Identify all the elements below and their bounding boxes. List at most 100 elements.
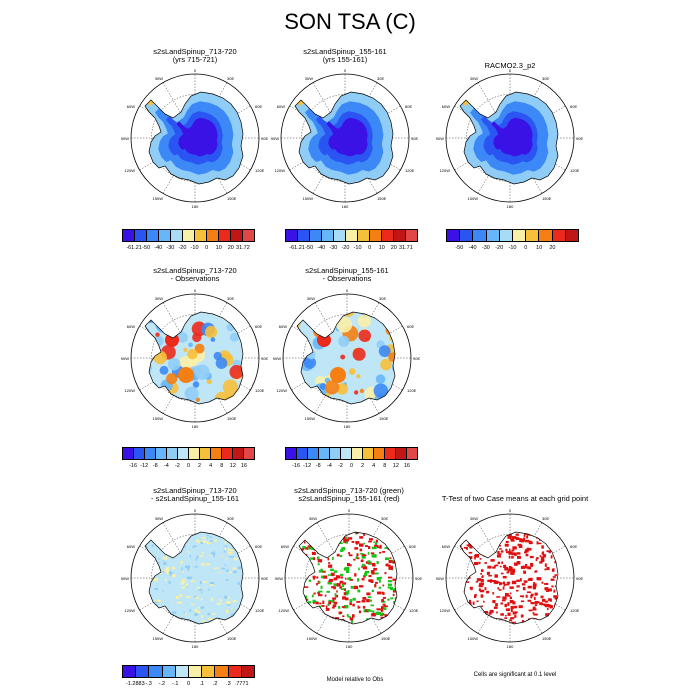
field-cell bbox=[354, 547, 359, 550]
field-cell bbox=[516, 552, 521, 555]
longitude-label: 30E bbox=[227, 296, 234, 301]
field-cell bbox=[296, 628, 298, 631]
field-cell bbox=[399, 578, 402, 580]
field-cell bbox=[310, 557, 314, 560]
field-cell bbox=[223, 622, 228, 624]
field-cell bbox=[327, 619, 332, 622]
field-cell bbox=[209, 542, 212, 545]
field-cell bbox=[476, 625, 479, 628]
field-cell bbox=[509, 619, 513, 622]
field-cell bbox=[561, 606, 563, 608]
field-cell bbox=[456, 585, 460, 588]
field-cell bbox=[481, 569, 484, 572]
field-cell bbox=[485, 529, 489, 531]
longitude-label: 60W bbox=[277, 104, 285, 109]
field-cell bbox=[217, 527, 219, 530]
field-cell bbox=[553, 589, 556, 593]
colorbar-tick-label: .3 bbox=[226, 681, 231, 687]
field-cell bbox=[559, 558, 562, 560]
field-cell bbox=[216, 526, 218, 528]
field-cell bbox=[313, 601, 315, 604]
longitude-label: 150E bbox=[377, 196, 387, 201]
field-cell bbox=[343, 538, 346, 542]
colorbar-swatch bbox=[552, 230, 566, 241]
longitude-label: 150E bbox=[227, 196, 237, 201]
field-cell bbox=[329, 526, 333, 528]
field-cell bbox=[554, 626, 557, 629]
field-blob bbox=[145, 368, 147, 374]
field-cell bbox=[522, 619, 525, 623]
colorbar-swatch bbox=[189, 666, 203, 677]
field-cell bbox=[376, 591, 382, 595]
longitude-label: 90E bbox=[413, 356, 420, 361]
field-cell bbox=[540, 595, 544, 599]
field-cell bbox=[386, 624, 390, 626]
colorbar-tick-label: .1 bbox=[199, 681, 205, 687]
field-cell bbox=[338, 624, 341, 626]
coastline bbox=[296, 311, 396, 405]
field-cell bbox=[522, 586, 526, 591]
field-cell bbox=[181, 567, 183, 571]
field-cell bbox=[498, 553, 502, 555]
field-cell bbox=[140, 581, 144, 582]
field-cell bbox=[317, 559, 323, 563]
field-cell bbox=[493, 606, 498, 609]
field-cell bbox=[564, 616, 566, 619]
field-blob bbox=[297, 335, 301, 342]
field-cell bbox=[556, 557, 558, 560]
caption-significance: Cells are significant at 0.1 level bbox=[473, 672, 557, 678]
colorbar-tick-label: .2 bbox=[212, 681, 218, 687]
field-cell bbox=[536, 557, 539, 560]
longitude-label: 120W bbox=[440, 168, 451, 173]
field-cell bbox=[384, 621, 387, 624]
field-cell bbox=[158, 542, 162, 545]
field-cell bbox=[371, 610, 374, 612]
field-cell bbox=[185, 583, 188, 587]
field-cell bbox=[519, 540, 523, 543]
field-cell bbox=[142, 580, 144, 582]
field-cell bbox=[208, 618, 213, 621]
field-cell bbox=[361, 553, 365, 557]
field-cell bbox=[194, 580, 196, 583]
field-blob bbox=[354, 390, 359, 395]
field-cell bbox=[508, 525, 510, 528]
field-cell bbox=[521, 524, 523, 527]
panel-title-line2: - s2sLandSpinup_155-161 bbox=[151, 494, 239, 503]
field-cell bbox=[490, 574, 492, 577]
field-cell bbox=[344, 630, 346, 632]
field-cell bbox=[317, 563, 320, 566]
field-cell bbox=[172, 572, 174, 575]
field-cell bbox=[528, 628, 532, 630]
field-cell bbox=[543, 526, 547, 528]
field-cell bbox=[380, 606, 384, 610]
field-cell bbox=[293, 559, 297, 562]
field-cell bbox=[540, 556, 545, 560]
field-cell bbox=[539, 555, 542, 558]
field-cell bbox=[229, 571, 233, 574]
field-cell bbox=[561, 609, 564, 611]
longitude-label: 180 bbox=[346, 644, 353, 649]
field-cell bbox=[320, 575, 323, 579]
field-cell bbox=[541, 598, 545, 602]
field-cell bbox=[345, 536, 348, 539]
field-cell bbox=[469, 586, 473, 590]
longitude-label: 120E bbox=[405, 168, 415, 173]
colorbar-swatch bbox=[123, 448, 134, 459]
field-cell bbox=[200, 606, 205, 609]
longitude-label: 120E bbox=[570, 608, 580, 613]
field-blob bbox=[229, 332, 239, 342]
field-cell bbox=[540, 558, 545, 562]
field-cell bbox=[539, 561, 543, 564]
colorbar-swatch bbox=[159, 230, 171, 241]
field-cell bbox=[566, 625, 569, 628]
field-cell bbox=[311, 615, 314, 619]
field-cell bbox=[507, 581, 510, 585]
field-cell bbox=[331, 586, 335, 589]
field-cell bbox=[379, 612, 383, 616]
field-cell bbox=[556, 605, 558, 608]
field-cell bbox=[500, 602, 504, 605]
field-cell bbox=[472, 609, 476, 613]
field-cell bbox=[510, 627, 512, 629]
field-cell bbox=[322, 538, 326, 543]
field-cell bbox=[237, 581, 240, 585]
